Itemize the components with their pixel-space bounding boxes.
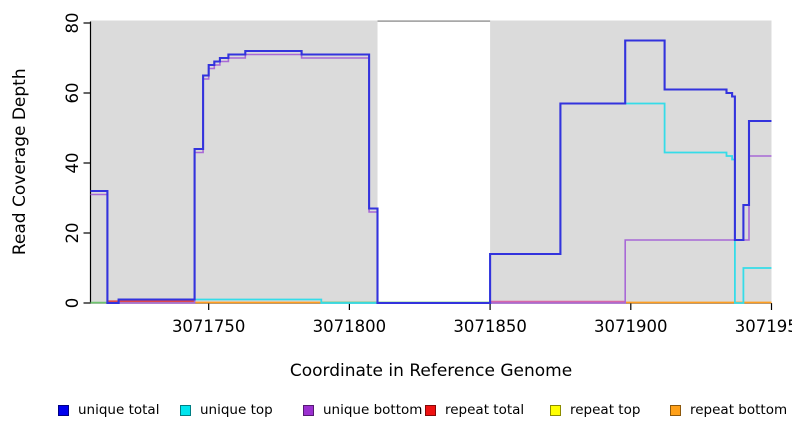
unique-bottom-swatch-icon — [303, 404, 314, 416]
y-tick-label: 40 — [63, 153, 82, 174]
repeat-top-swatch-icon — [550, 404, 561, 416]
repeat-bottom-swatch-icon — [670, 404, 681, 416]
y-axis-title: Read Coverage Depth — [10, 68, 30, 255]
x-axis-title: Coordinate in Reference Genome — [290, 361, 572, 381]
legend-label: repeat top — [570, 402, 641, 418]
x-tick-label: 3071850 — [453, 317, 527, 336]
y-tick-label: 60 — [63, 83, 82, 104]
unique-total-swatch-icon — [58, 404, 69, 416]
legend-item-unique-total: unique total — [58, 401, 159, 419]
legend-item-repeat-bottom: repeat bottom — [670, 401, 787, 419]
x-tick-label: 3071800 — [313, 317, 387, 336]
legend-item-unique-top: unique top — [180, 401, 273, 419]
x-tick-label: 3071950 — [735, 317, 792, 336]
coverage-plot: 3071750 3071800 3071850 3071900 3071950 0 20 40… — [10, 13, 792, 382]
y-tick-label: 80 — [63, 13, 82, 34]
unique-top-swatch-icon — [180, 404, 191, 416]
repeat-total-swatch-icon — [425, 404, 436, 416]
legend-item-repeat-top: repeat top — [550, 401, 640, 419]
legend-item-repeat-total: repeat total — [425, 401, 524, 419]
legend-label: unique top — [200, 402, 273, 418]
x-tick-label: 3071750 — [172, 317, 246, 336]
legend-label: repeat bottom — [690, 402, 788, 418]
legend-label: unique bottom — [323, 402, 423, 418]
series-line-unique-total — [90, 39, 772, 305]
y-tick-label: 0 — [63, 298, 82, 309]
legend-label: repeat total — [445, 402, 525, 418]
series-line-unique-bottom — [90, 53, 772, 304]
x-tick-label: 3071900 — [594, 317, 668, 336]
legend-label: unique total — [78, 402, 160, 418]
coverage-gap-band — [377, 22, 491, 303]
legend-item-unique-bottom: unique bottom — [303, 401, 422, 419]
y-tick-label: 20 — [63, 223, 82, 244]
